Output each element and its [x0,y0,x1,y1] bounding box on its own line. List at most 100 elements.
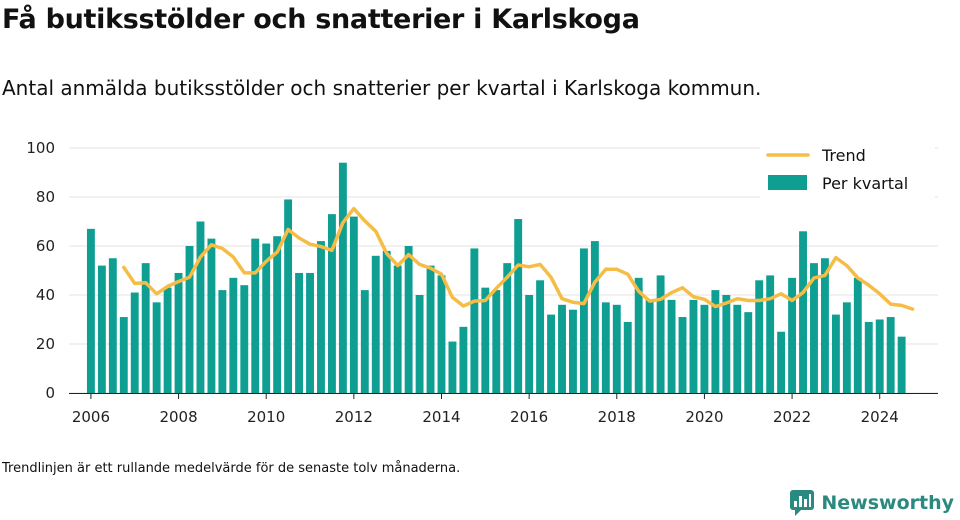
trend-line [122,206,915,311]
bar [755,280,764,393]
bar [711,290,720,393]
bar [569,309,577,393]
bar [207,238,216,393]
bar [831,314,840,393]
bar [218,290,227,393]
bar [317,241,325,393]
bar [853,277,862,393]
newsworthy-logo-icon [790,490,815,516]
bar [97,265,106,393]
bar [689,299,698,393]
bar [141,263,150,393]
bar [185,246,194,393]
bar [404,246,413,393]
bar [810,263,818,393]
bar [327,214,336,393]
y-tick-label: 60 [36,237,55,255]
bar [590,241,599,393]
bar [842,302,851,393]
x-tick-label: 2008 [159,408,197,426]
bar [284,199,293,393]
bar [700,304,709,393]
legend-bar-swatch [768,175,807,190]
y-tick-label: 40 [36,286,55,304]
bar [448,341,457,393]
brand[interactable]: Newsworthy [789,489,954,517]
bar [777,331,786,393]
bar [163,287,172,393]
bar [579,248,588,393]
bar [875,319,884,393]
x-tick-label: 2024 [861,408,899,426]
bar [130,292,139,393]
bar [601,302,610,393]
x-tick-label: 2016 [510,408,548,426]
bar [349,216,358,393]
bar [470,248,479,393]
bar [371,255,380,393]
bar [481,287,490,393]
bar [152,302,161,393]
bar [295,272,304,393]
bar [514,219,523,393]
x-tick-label: 2010 [247,408,285,426]
bar [766,275,775,393]
brand-name: Newsworthy [821,492,954,514]
bar [393,265,402,393]
bar [251,238,260,393]
bar [733,304,742,393]
bar [645,299,654,393]
y-tick-label: 0 [45,384,55,402]
bar [119,317,128,393]
bar-chart: 0 20 40 60 80 100 2006 2008 2010 2012 2014 2016 2018… [26,138,938,426]
bar [623,321,632,393]
y-tick-label: 20 [36,335,55,353]
footnote: Trendlinjen är ett rullande medelvärde f… [2,461,461,476]
bar [503,263,512,393]
bar [415,295,424,393]
x-tick-label: 2014 [422,408,460,426]
bar [262,243,271,393]
bar [459,326,468,393]
page-subtitle: Antal anmälda butiksstölder och snatteri… [2,76,762,100]
bar [820,258,829,393]
y-tick-label: 100 [26,139,55,157]
bar [338,162,347,393]
bar [886,317,895,393]
bar [229,277,238,393]
bar [273,236,282,393]
bar [744,312,753,393]
bar [678,317,687,393]
bar [788,277,797,393]
legend-bar-label: Per kvartal [822,174,908,193]
bar [667,299,676,393]
bar [196,221,205,393]
legend-trend-label: Trend [821,146,866,165]
bar [426,265,435,393]
bar [897,336,906,393]
bar [306,272,314,393]
bar [547,314,555,393]
x-tick-label: 2022 [773,408,811,426]
x-tick-label: 2006 [72,408,110,426]
bar [86,228,95,393]
bar [492,290,501,393]
x-tick-label: 2012 [335,408,373,426]
bar [536,280,545,393]
x-tick-label: 2018 [598,408,636,426]
bar [634,277,643,393]
bar [382,250,391,393]
bar [174,272,183,393]
bar [612,304,621,393]
x-tick-label: 2020 [685,408,723,426]
bar [360,290,369,393]
page-title: Få butiksstölder och snatterier i Karlsk… [2,4,640,35]
y-tick-label: 80 [36,188,55,206]
bar [558,304,566,393]
bar [437,275,446,393]
bar [108,258,117,393]
bar [656,275,665,393]
bar [240,285,249,393]
bar [864,321,873,393]
bar [525,295,534,393]
